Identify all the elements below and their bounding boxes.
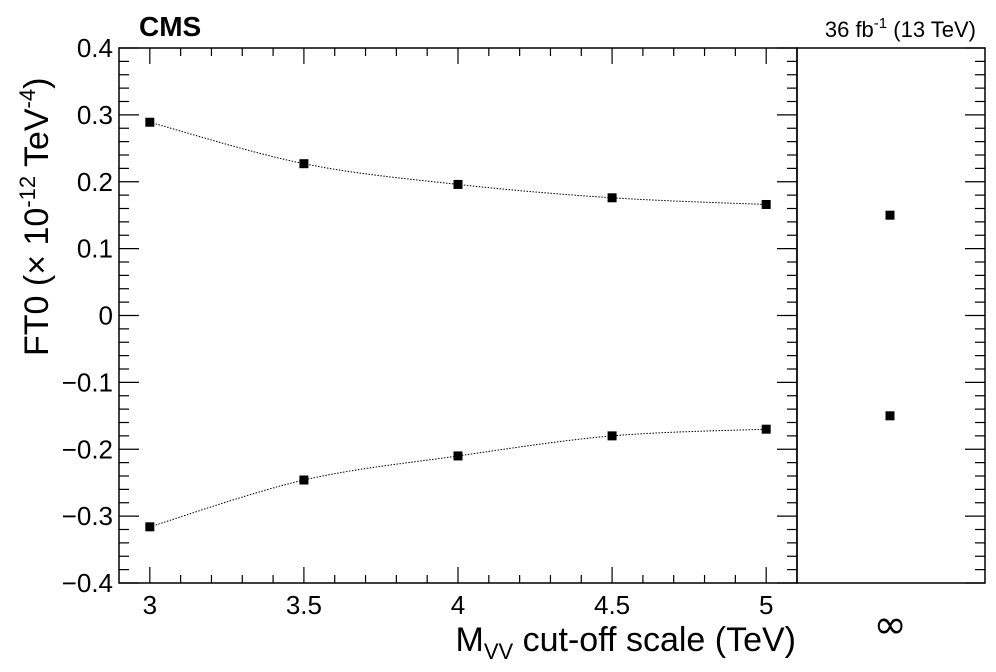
main-plot-frame	[118, 47, 798, 584]
x-tick-label: 4.5	[594, 590, 630, 620]
y-tick-label: −0.2	[62, 434, 113, 464]
data-point-marker	[761, 424, 771, 434]
data-point-marker	[299, 159, 309, 169]
x-tick-labels: 3 3.5 4 4.5 5	[143, 590, 774, 620]
y-tick-label: 0	[99, 301, 113, 331]
infinity-panel-frame	[796, 47, 986, 584]
x-axis-title: MVV cut-off scale (TeV)	[456, 621, 797, 664]
y-axis-title: FT0 (× 10-12 TeV-4)	[15, 78, 56, 356]
infinity-label: ∞	[873, 602, 906, 648]
infinity-point-marker	[885, 210, 895, 220]
luminosity-label: 36 fb-1 (13 TeV)	[825, 15, 976, 42]
data-point-marker	[607, 431, 617, 441]
y-tick-label: 0.2	[77, 167, 113, 197]
axis-ticks	[119, 47, 985, 584]
x-tick-label: 5	[759, 590, 773, 620]
y-tick-labels: 0.4 0.3 0.2 0.1 0 −0.1 −0.2 −0.3 −0.4	[62, 33, 113, 598]
y-tick-label: 0.4	[77, 33, 113, 63]
data-point-marker	[607, 193, 617, 203]
y-tick-label: −0.1	[62, 367, 113, 397]
x-tick-label: 3	[143, 590, 157, 620]
x-tick-label: 3.5	[286, 590, 322, 620]
y-tick-label: 0.1	[77, 234, 113, 264]
x-tick-label: 4	[451, 590, 465, 620]
data-markers	[145, 117, 895, 532]
y-tick-label: −0.3	[62, 501, 113, 531]
y-tick-label: 0.3	[77, 100, 113, 130]
experiment-label: CMS	[139, 11, 201, 42]
limit-curve-upper	[149, 121, 767, 205]
data-point-marker	[453, 179, 463, 189]
infinity-point-marker	[885, 411, 895, 421]
limit-curve-lower	[149, 428, 767, 528]
data-point-marker	[453, 451, 463, 461]
data-point-marker	[145, 522, 155, 532]
data-point-marker	[761, 199, 771, 209]
data-point-marker	[299, 475, 309, 485]
data-point-marker	[145, 117, 155, 127]
y-tick-label: −0.4	[62, 568, 113, 598]
